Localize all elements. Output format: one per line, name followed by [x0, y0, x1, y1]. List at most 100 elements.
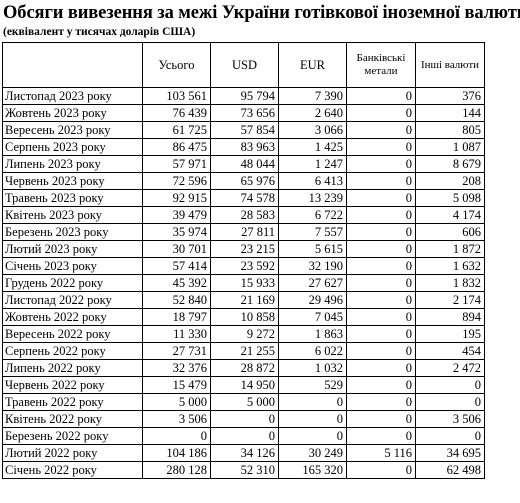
cell-metals: 0 — [346, 274, 416, 292]
cell-period: Червень 2023 року — [2, 172, 143, 190]
cell-period: Вересень 2023 року — [2, 121, 143, 139]
cell-metals: 0 — [346, 223, 416, 241]
cell-eur: 6 413 — [278, 172, 347, 190]
table-row: Лютий 2022 року 104 186 34 126 30 249 5 116 3… — [2, 444, 485, 462]
cell-metals: 0 — [346, 189, 416, 207]
column-header-other: Інші валюти — [415, 42, 485, 88]
cell-total: 76 439 — [142, 104, 211, 122]
cell-period: Липень 2022 року — [2, 359, 143, 377]
cell-metals: 0 — [346, 155, 416, 173]
cell-eur: 7 045 — [278, 308, 347, 326]
table-row: Листопад 2023 року 103 561 95 794 7 390 0 376 — [2, 87, 485, 105]
table-row: Серпень 2023 року 86 475 83 963 1 425 0 1 087 — [2, 138, 485, 156]
table-row: Серпень 2022 року 27 731 21 255 6 022 0 454 — [2, 342, 485, 360]
cell-period: Лютий 2022 року — [2, 444, 143, 462]
cell-eur: 2 640 — [278, 104, 347, 122]
table-row: Квітень 2023 року 39 479 28 583 6 722 0 4 174 — [2, 206, 485, 224]
cell-period: Травень 2023 року — [2, 189, 143, 207]
cell-eur: 1 425 — [278, 138, 347, 156]
cell-period: Травень 2022 року — [2, 393, 143, 411]
table-row: Вересень 2022 року 11 330 9 272 1 863 0 195 — [2, 325, 485, 343]
cell-eur: 0 — [278, 410, 347, 428]
cell-metals: 0 — [346, 342, 416, 360]
cell-metals: 0 — [346, 172, 416, 190]
cell-total: 57 971 — [142, 155, 211, 173]
cell-metals: 0 — [346, 104, 416, 122]
data-table: Усього USD EUR Банківські метали Інші ва… — [2, 42, 485, 479]
cell-metals: 0 — [346, 376, 416, 394]
cell-other: 195 — [415, 325, 485, 343]
table-row: Червень 2023 року 72 596 65 976 6 413 0 208 — [2, 172, 485, 190]
cell-usd: 0 — [210, 410, 279, 428]
cell-total: 52 840 — [142, 291, 211, 309]
cell-usd: 74 578 — [210, 189, 279, 207]
cell-metals: 0 — [346, 308, 416, 326]
table-row: Січень 2022 року 280 128 52 310 165 320 0 62 … — [2, 461, 485, 479]
cell-metals: 0 — [346, 121, 416, 139]
cell-metals: 0 — [346, 291, 416, 309]
cell-eur: 30 249 — [278, 444, 347, 462]
cell-total: 39 479 — [142, 206, 211, 224]
cell-usd: 21 255 — [210, 342, 279, 360]
cell-other: 2 472 — [415, 359, 485, 377]
cell-total: 27 731 — [142, 342, 211, 360]
cell-other: 4 174 — [415, 206, 485, 224]
cell-eur: 6 022 — [278, 342, 347, 360]
table-row: Лютий 2023 року 30 701 23 215 5 615 0 1 872 — [2, 240, 485, 258]
cell-period: Вересень 2022 року — [2, 325, 143, 343]
cell-period: Жовтень 2022 року — [2, 308, 143, 326]
cell-metals: 0 — [346, 87, 416, 105]
cell-period: Жовтень 2023 року — [2, 104, 143, 122]
cell-total: 61 725 — [142, 121, 211, 139]
cell-total: 103 561 — [142, 87, 211, 105]
cell-usd: 15 933 — [210, 274, 279, 292]
table-row: Вересень 2023 року 61 725 57 854 3 066 0 805 — [2, 121, 485, 139]
table-row: Жовтень 2023 року 76 439 73 656 2 640 0 144 — [2, 104, 485, 122]
table-header-row: Усього USD EUR Банківські метали Інші ва… — [2, 42, 485, 88]
cell-eur: 0 — [278, 393, 347, 411]
table-row: Жовтень 2022 року 18 797 10 858 7 045 0 894 — [2, 308, 485, 326]
cell-eur: 5 615 — [278, 240, 347, 258]
cell-period: Грудень 2022 року — [2, 274, 143, 292]
cell-eur: 13 239 — [278, 189, 347, 207]
table-row: Березень 2023 року 35 974 27 811 7 557 0 606 — [2, 223, 485, 241]
cell-eur: 1 247 — [278, 155, 347, 173]
cell-metals: 0 — [346, 461, 416, 479]
cell-other: 5 098 — [415, 189, 485, 207]
cell-period: Лютий 2023 року — [2, 240, 143, 258]
page-title: Обсяги вивезення за межі України готівко… — [3, 3, 520, 23]
cell-metals: 0 — [346, 410, 416, 428]
cell-other: 1 087 — [415, 138, 485, 156]
cell-metals: 0 — [346, 427, 416, 445]
table-row: Грудень 2022 року 45 392 15 933 27 627 0 1 83… — [2, 274, 485, 292]
cell-eur: 0 — [278, 427, 347, 445]
cell-eur: 29 496 — [278, 291, 347, 309]
table-row: Квітень 2022 року 3 506 0 0 0 3 506 — [2, 410, 485, 428]
cell-period: Січень 2023 року — [2, 257, 143, 275]
cell-eur: 6 722 — [278, 206, 347, 224]
table-row: Травень 2022 року 5 000 5 000 0 0 0 — [2, 393, 485, 411]
cell-metals: 0 — [346, 393, 416, 411]
cell-usd: 10 858 — [210, 308, 279, 326]
cell-period: Березень 2022 року — [2, 427, 143, 445]
cell-metals: 0 — [346, 359, 416, 377]
cell-eur: 1 032 — [278, 359, 347, 377]
cell-total: 0 — [142, 427, 211, 445]
cell-eur: 32 190 — [278, 257, 347, 275]
cell-total: 3 506 — [142, 410, 211, 428]
cell-metals: 0 — [346, 240, 416, 258]
cell-eur: 3 066 — [278, 121, 347, 139]
cell-eur: 165 320 — [278, 461, 347, 479]
cell-metals: 0 — [346, 325, 416, 343]
column-header-period — [2, 42, 143, 88]
cell-total: 92 915 — [142, 189, 211, 207]
cell-other: 0 — [415, 427, 485, 445]
cell-total: 32 376 — [142, 359, 211, 377]
cell-other: 62 498 — [415, 461, 485, 479]
cell-total: 57 414 — [142, 257, 211, 275]
column-header-total: Усього — [142, 42, 211, 88]
cell-eur: 7 390 — [278, 87, 347, 105]
cell-other: 144 — [415, 104, 485, 122]
cell-other: 1 872 — [415, 240, 485, 258]
cell-total: 280 128 — [142, 461, 211, 479]
